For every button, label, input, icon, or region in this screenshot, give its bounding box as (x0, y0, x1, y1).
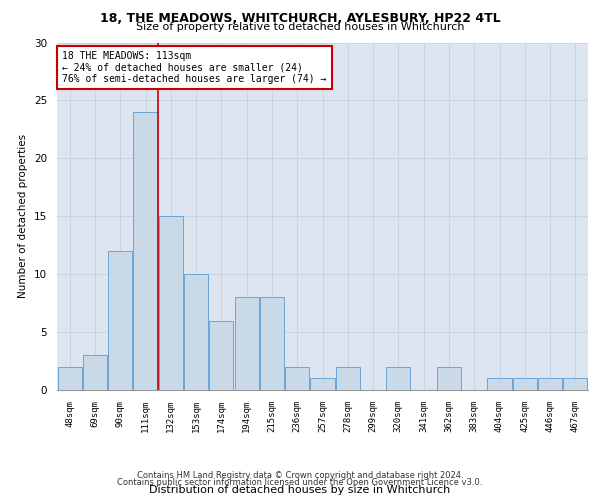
Bar (386, 367, 410, 390)
Text: 18 THE MEADOWS: 113sqm
← 24% of detached houses are smaller (24)
76% of semi-det: 18 THE MEADOWS: 113sqm ← 24% of detached… (62, 51, 326, 84)
Bar (83, 355, 107, 390)
Text: 18, THE MEADOWS, WHITCHURCH, AYLESBURY, HP22 4TL: 18, THE MEADOWS, WHITCHURCH, AYLESBURY, … (100, 12, 500, 26)
Text: Contains public sector information licensed under the Open Government Licence v3: Contains public sector information licen… (118, 478, 482, 487)
Bar (133, 112, 158, 390)
Bar (336, 367, 360, 390)
Bar (260, 298, 284, 390)
Bar (58, 367, 82, 390)
Y-axis label: Number of detached properties: Number of detached properties (19, 134, 28, 298)
Bar (108, 251, 132, 390)
Bar (513, 378, 537, 390)
Text: Size of property relative to detached houses in Whitchurch: Size of property relative to detached ho… (136, 22, 464, 32)
Bar (437, 367, 461, 390)
Bar (159, 216, 183, 390)
Bar (563, 378, 587, 390)
Text: Contains HM Land Registry data © Crown copyright and database right 2024.: Contains HM Land Registry data © Crown c… (137, 471, 463, 480)
Text: Distribution of detached houses by size in Whitchurch: Distribution of detached houses by size … (149, 485, 451, 495)
Bar (235, 298, 259, 390)
Bar (184, 274, 208, 390)
Bar (538, 378, 562, 390)
Bar (487, 378, 512, 390)
Bar (285, 367, 309, 390)
Bar (209, 320, 233, 390)
Bar (310, 378, 335, 390)
